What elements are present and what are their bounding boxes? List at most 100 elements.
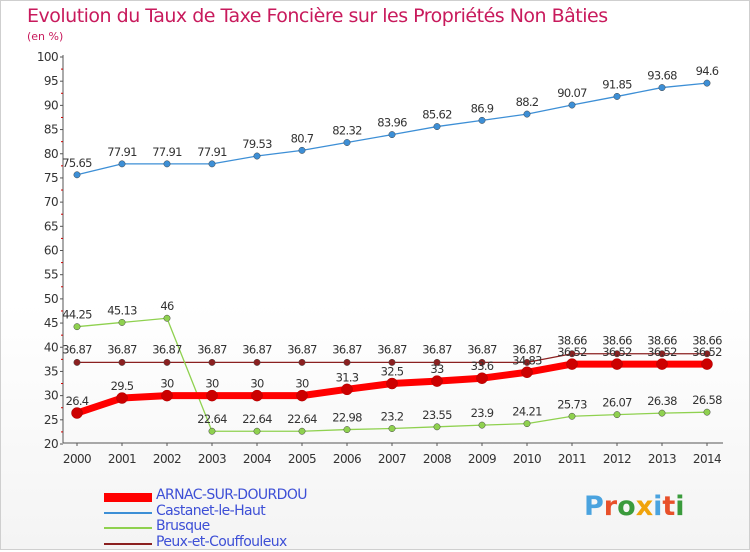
data-label-2: 23.2 bbox=[381, 410, 404, 424]
y-tick-label: 90 bbox=[44, 98, 58, 112]
data-label-0: 30 bbox=[250, 377, 264, 391]
series-point-2 bbox=[568, 412, 576, 420]
series-point-3 bbox=[658, 350, 666, 358]
series-point-0 bbox=[521, 366, 533, 379]
series-point-3 bbox=[208, 358, 216, 366]
series-point-2 bbox=[73, 323, 81, 331]
data-label-0: 33 bbox=[430, 362, 444, 376]
y-tick-label: 75 bbox=[44, 171, 58, 185]
series-point-0 bbox=[386, 377, 398, 390]
series-point-3 bbox=[73, 358, 81, 366]
data-label-0: 36.52 bbox=[602, 345, 632, 359]
data-label-2: 26.38 bbox=[647, 394, 677, 408]
logo-letter: r bbox=[603, 491, 618, 522]
data-label-2: 24.21 bbox=[512, 405, 542, 419]
x-tick-label: 2006 bbox=[333, 452, 361, 466]
data-label-2: 45.13 bbox=[107, 303, 137, 317]
data-label-3: 36.87 bbox=[62, 342, 92, 356]
data-label-2: 23.9 bbox=[471, 406, 494, 420]
data-label-3: 38.66 bbox=[692, 334, 722, 348]
x-tick-label: 2007 bbox=[378, 452, 406, 466]
series-point-0 bbox=[251, 389, 263, 402]
y-axis-unit-label: (en %) bbox=[27, 30, 64, 43]
legend-swatch bbox=[104, 527, 152, 529]
series-point-2 bbox=[163, 314, 171, 322]
series-point-1 bbox=[433, 123, 441, 131]
y-tick-label: 25 bbox=[44, 413, 58, 427]
data-label-1: 94.6 bbox=[696, 64, 719, 78]
data-label-0: 34.83 bbox=[512, 353, 542, 367]
series-point-1 bbox=[298, 146, 306, 154]
logo-letter: i bbox=[675, 491, 685, 522]
x-tick-label: 2005 bbox=[288, 452, 316, 466]
y-tick-label: 95 bbox=[44, 74, 58, 88]
data-label-0: 30 bbox=[295, 377, 309, 391]
data-label-1: 79.53 bbox=[242, 137, 272, 151]
data-label-3: 36.87 bbox=[197, 342, 227, 356]
data-label-3: 36.87 bbox=[467, 342, 497, 356]
series-point-3 bbox=[568, 350, 576, 358]
series-point-3 bbox=[388, 358, 396, 366]
data-label-1: 86.9 bbox=[471, 101, 494, 115]
series-point-3 bbox=[118, 358, 126, 366]
series-point-1 bbox=[478, 116, 486, 124]
y-tick-label: 65 bbox=[44, 219, 58, 233]
y-tick-label: 30 bbox=[44, 389, 58, 403]
data-label-0: 26.4 bbox=[66, 394, 89, 408]
data-label-2: 22.98 bbox=[332, 411, 362, 425]
x-tick-label: 2009 bbox=[468, 452, 496, 466]
x-tick-label: 2000 bbox=[63, 452, 91, 466]
x-tick-label: 2003 bbox=[198, 452, 226, 466]
data-label-0: 31.3 bbox=[336, 370, 359, 384]
series-point-0 bbox=[566, 358, 578, 370]
series-point-2 bbox=[703, 408, 711, 416]
y-tick-label: 80 bbox=[44, 147, 58, 161]
data-label-2: 22.64 bbox=[197, 412, 227, 426]
data-label-0: 29.5 bbox=[111, 379, 134, 393]
series-point-2 bbox=[298, 427, 306, 435]
x-tick-label: 2011 bbox=[558, 452, 586, 466]
series-point-2 bbox=[613, 411, 621, 419]
x-tick-label: 2001 bbox=[108, 452, 136, 466]
data-label-1: 77.91 bbox=[152, 145, 182, 159]
data-label-0: 30 bbox=[160, 377, 174, 391]
series-point-2 bbox=[388, 425, 396, 432]
series-point-0 bbox=[161, 389, 173, 402]
x-tick-label: 2004 bbox=[243, 452, 271, 466]
y-tick-label: 50 bbox=[44, 292, 58, 306]
y-tick-label: 55 bbox=[44, 268, 58, 282]
series-point-0 bbox=[206, 389, 218, 402]
series-point-3 bbox=[433, 358, 441, 366]
legend-label: Castanet-le-Haut bbox=[156, 502, 266, 519]
data-label-3: 36.87 bbox=[422, 342, 452, 356]
legend-label: ARNAC-SUR-DOURDOU bbox=[156, 487, 308, 503]
series-point-2 bbox=[208, 427, 216, 435]
data-label-1: 75.65 bbox=[62, 156, 92, 170]
data-label-1: 91.85 bbox=[602, 77, 632, 91]
x-tick-label: 2002 bbox=[153, 452, 181, 466]
data-label-3: 36.87 bbox=[152, 342, 182, 356]
data-label-0: 33.6 bbox=[471, 359, 494, 373]
data-label-3: 36.87 bbox=[107, 342, 137, 356]
series-point-2 bbox=[478, 421, 486, 429]
data-label-3: 38.66 bbox=[602, 334, 632, 348]
data-label-1: 77.91 bbox=[197, 145, 227, 159]
series-point-3 bbox=[163, 358, 171, 366]
series-point-3 bbox=[253, 358, 261, 366]
y-tick-label: 35 bbox=[44, 364, 58, 378]
logo-letter: P bbox=[584, 491, 604, 522]
series-point-1 bbox=[118, 160, 126, 168]
series-point-3 bbox=[523, 358, 531, 366]
series-point-0 bbox=[71, 407, 83, 419]
data-label-3: 36.87 bbox=[287, 342, 317, 356]
data-label-2: 26.07 bbox=[602, 396, 632, 410]
series-point-1 bbox=[253, 152, 261, 160]
data-label-2: 22.64 bbox=[287, 412, 317, 426]
data-label-2: 44.25 bbox=[62, 308, 92, 322]
data-label-0: 36.52 bbox=[557, 345, 587, 359]
series-point-2 bbox=[658, 409, 666, 417]
series-point-1 bbox=[388, 131, 396, 139]
series-point-0 bbox=[701, 358, 713, 370]
y-tick-label: 70 bbox=[44, 195, 58, 209]
